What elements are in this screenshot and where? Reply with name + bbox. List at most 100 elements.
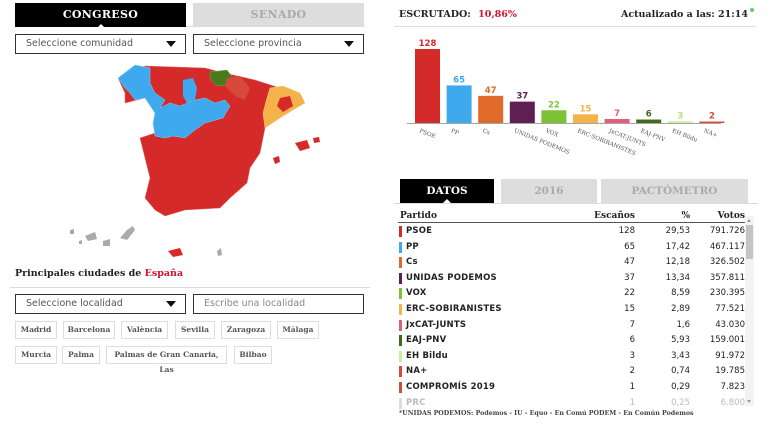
city-chip-zaragoza[interactable]: Zaragoza	[221, 321, 271, 339]
party-seats: 128	[618, 226, 635, 236]
table-row[interactable]: UNIDAS PODEMOS 37 13,34 357.811	[398, 270, 745, 286]
table-row[interactable]: VOX 22 8,59 230.395	[398, 285, 745, 301]
tab-datos[interactable]: DATOS	[400, 179, 494, 203]
party-name: VOX	[406, 288, 427, 299]
table-row[interactable]: Cs 47 12,18 326.502	[398, 254, 745, 270]
map-island-canarias[interactable]	[70, 229, 74, 234]
chart-bar[interactable]	[604, 118, 630, 123]
chart-bar[interactable]	[573, 114, 598, 123]
tab-pactometro[interactable]: PACTÓMETRO	[601, 179, 748, 203]
chart-value-label: 7	[614, 109, 620, 119]
map-island-ibiza[interactable]	[273, 156, 280, 164]
results-table: Partido Escaños % Votos PSOE 128 29,53 791.…	[398, 208, 745, 410]
map-region-melilla[interactable]	[217, 248, 222, 256]
table-scrollbar[interactable]	[745, 216, 754, 406]
party-pct: 5,93	[671, 335, 690, 346]
chart-value-label: 6	[646, 110, 652, 120]
table-row[interactable]: PSOE 128 29,53 791.726	[398, 223, 745, 239]
chamber-tabs: CONGRESO SENADO	[15, 3, 365, 28]
party-votes: 7.823	[720, 381, 745, 392]
party-name: EAJ-PNV	[406, 335, 447, 346]
chart-value-label: 47	[485, 86, 497, 96]
updated-value: 21:14	[718, 9, 748, 20]
city-chip-las-palmas[interactable]: Palmas de Gran Canaria, Las	[106, 346, 227, 374]
party-color-swatch	[399, 335, 402, 347]
map-region-pp-2[interactable]	[183, 78, 197, 103]
spain-results-map[interactable]	[55, 58, 335, 258]
scroll-up-icon[interactable]	[747, 219, 751, 222]
city-chip-sevilla[interactable]: Sevilla	[175, 321, 215, 339]
city-chip-valencia[interactable]: València	[121, 321, 168, 339]
chart-bar[interactable]	[636, 119, 662, 123]
footnote: *UNIDAS PODEMOS: Podemos - IU - Equo - E…	[399, 410, 694, 417]
tab-2016[interactable]: 2016	[501, 179, 597, 203]
city-chip-bilbao[interactable]: Bilbao	[234, 346, 272, 364]
tab-senado[interactable]: SENADO	[193, 3, 364, 27]
localidad-select[interactable]: Seleccione localidad	[15, 294, 186, 314]
map-island-menorca[interactable]	[313, 137, 320, 143]
provincia-select-label: Seleccione provincia	[204, 38, 302, 49]
table-row[interactable]: EH Bildu 3 3,43 91.972	[398, 348, 745, 364]
chart-category-label: PP	[450, 128, 460, 137]
scroll-thumb[interactable]	[746, 225, 753, 259]
chart-bar[interactable]	[541, 110, 567, 123]
chart-value-label: 65	[453, 75, 465, 85]
party-pct: 29,53	[665, 226, 690, 236]
chart-bar[interactable]	[415, 49, 440, 123]
party-name: Cs	[406, 257, 418, 268]
chart-bar[interactable]	[446, 85, 472, 123]
table-row[interactable]: NA+ 2 0,74 19.785	[398, 363, 745, 379]
map-island-canarias[interactable]	[85, 232, 97, 241]
chevron-down-icon	[344, 41, 354, 47]
party-name: PRC	[406, 397, 426, 408]
map-region-na[interactable]	[225, 76, 250, 100]
localidad-select-label: Seleccione localidad	[26, 298, 123, 309]
table-row[interactable]: PP 65 17,42 467.117	[398, 239, 745, 255]
party-color-swatch	[399, 366, 402, 378]
cities-heading-prefix: Principales ciudades de	[15, 268, 142, 279]
chart-bar[interactable]	[699, 121, 725, 124]
city-chip-palma[interactable]: Palma	[62, 346, 100, 364]
provincia-select[interactable]: Seleccione provincia	[193, 34, 364, 54]
party-seats: 1	[629, 381, 635, 392]
table-row[interactable]: EAJ-PNV 6 5,93 159.001	[398, 332, 745, 348]
chevron-down-icon	[166, 301, 176, 307]
localidad-search-input[interactable]: Escribe una localidad	[193, 294, 364, 314]
header-seats: Escaños	[594, 211, 635, 221]
party-votes: 6.800	[720, 397, 745, 408]
tab-congreso[interactable]: CONGRESO	[15, 3, 186, 28]
party-votes: 19.785	[715, 366, 745, 377]
city-chip-madrid[interactable]: Madrid	[15, 321, 57, 339]
cities-heading-country: España	[144, 268, 184, 279]
table-row[interactable]: COMPROMÍS 2019 1 0,29 7.823	[398, 379, 745, 395]
map-island-canarias[interactable]	[120, 226, 135, 240]
table-row[interactable]: PRC 1 0,25 6.800	[398, 395, 745, 411]
chart-bar[interactable]	[509, 101, 535, 123]
city-chip-murcia[interactable]: Murcia	[15, 346, 57, 364]
map-region-ceuta[interactable]	[168, 248, 183, 257]
party-votes: 357.811	[709, 272, 745, 283]
chevron-down-icon	[166, 41, 176, 47]
party-pct: 1,6	[676, 319, 690, 330]
map-island-canarias[interactable]	[103, 239, 110, 246]
map-island-mallorca[interactable]	[295, 140, 310, 151]
map-region-psoe-barcelona[interactable]	[277, 96, 293, 112]
party-seats: 6	[629, 335, 635, 346]
party-pct: 13,34	[665, 272, 690, 283]
chart-bar[interactable]	[478, 95, 504, 123]
table-row[interactable]: JxCAT-JUNTS 7 1,6 43.030	[398, 317, 745, 333]
city-chip-malaga[interactable]: Málaga	[277, 321, 319, 339]
city-chip-barcelona[interactable]: Barcelona	[63, 321, 115, 339]
chart-category-label: ERC-SOBIRANISTES	[576, 128, 636, 157]
table-row[interactable]: ERC-SOBIRANISTES 15 2,89 77.521	[398, 301, 745, 317]
comunidad-select[interactable]: Seleccione comunidad	[15, 34, 186, 54]
scroll-down-icon[interactable]	[747, 400, 751, 403]
chart-category-label: UNIDAS PODEMOS	[513, 128, 570, 156]
party-votes: 159.001	[709, 335, 745, 346]
party-color-swatch	[399, 397, 402, 409]
map-island-canarias[interactable]	[79, 240, 82, 244]
header-party: Partido	[400, 211, 437, 221]
chart-bar[interactable]	[667, 121, 693, 123]
map-region-pp[interactable]	[117, 64, 231, 139]
party-color-swatch	[399, 288, 402, 300]
